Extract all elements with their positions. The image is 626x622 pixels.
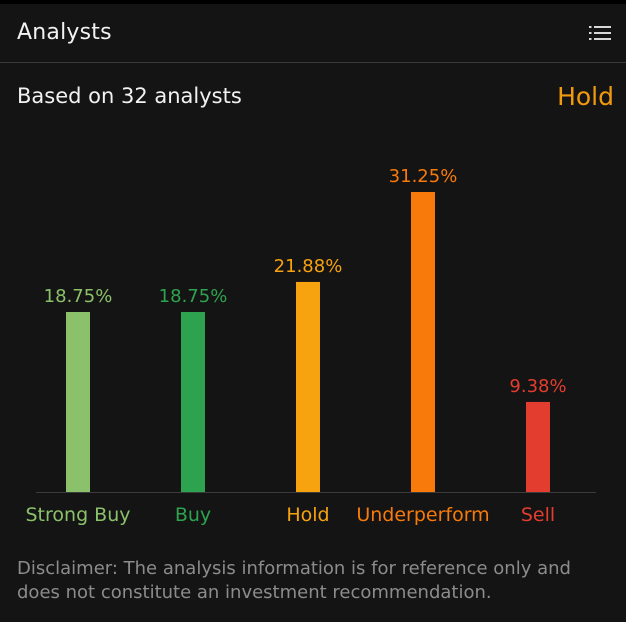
list-icon[interactable] [589, 25, 611, 41]
category-label: Buy [175, 504, 211, 526]
value-label: 9.38% [509, 376, 566, 397]
value-label: 31.25% [389, 166, 458, 187]
value-label: 18.75% [159, 286, 228, 307]
bar-strong-buy [66, 312, 90, 492]
bar-hold [296, 281, 320, 492]
consensus-rating: Hold [557, 82, 614, 111]
panel-header: Analysts [0, 4, 626, 63]
category-label: Sell [521, 504, 555, 526]
value-label: 18.75% [44, 286, 113, 307]
analyst-rating-chart: 18.75% Strong Buy 18.75% Buy 21.88% Hold 31.25… [26, 166, 596, 526]
bar-underperform [411, 192, 435, 492]
category-label: Underperform [356, 504, 489, 526]
category-label: Hold [286, 504, 329, 526]
bar-buy [181, 312, 205, 492]
bar-sell [526, 401, 550, 492]
disclaimer: Disclaimer: The analysis information is … [17, 558, 571, 603]
panel-title: Analysts [17, 20, 112, 45]
category-label: Strong Buy [26, 504, 131, 526]
value-label: 21.88% [274, 256, 343, 277]
analyst-count: Based on 32 analysts [17, 84, 242, 108]
